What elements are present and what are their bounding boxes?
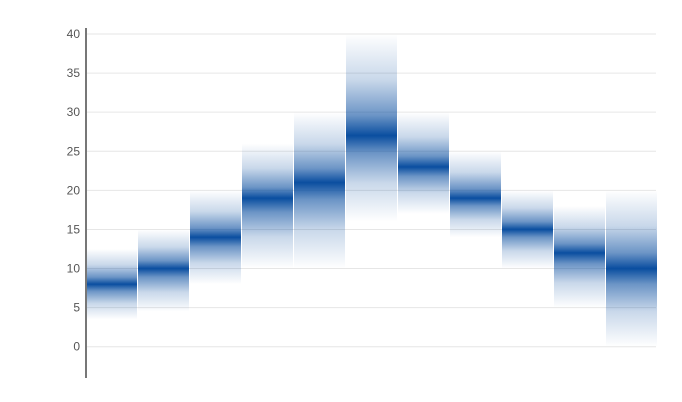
y-tick-label: 10: [67, 262, 81, 276]
y-tick-label: 25: [67, 144, 81, 158]
y-tick-label: 40: [67, 27, 81, 41]
density-strip: [346, 34, 397, 222]
y-tick-label: 30: [67, 105, 81, 119]
density-strip: [86, 249, 137, 320]
density-strip: [450, 151, 501, 238]
density-strip: [242, 143, 293, 269]
y-tick-label: 15: [67, 222, 81, 236]
y-tick-labels: 0 5 10 15 20 25 30 35 40: [67, 27, 81, 354]
density-strip: [138, 229, 189, 312]
y-tick-label: 5: [73, 301, 80, 315]
y-tick-label: 20: [67, 183, 81, 197]
y-tick-label: 35: [67, 66, 81, 80]
density-strip: [554, 206, 605, 308]
density-strip: [606, 190, 657, 347]
density-strip: [398, 112, 449, 214]
y-tick-label: 0: [73, 340, 80, 354]
density-strip: [502, 190, 553, 269]
density-strips: [86, 34, 657, 347]
density-strip: [190, 190, 241, 285]
density-strip: [294, 112, 345, 269]
